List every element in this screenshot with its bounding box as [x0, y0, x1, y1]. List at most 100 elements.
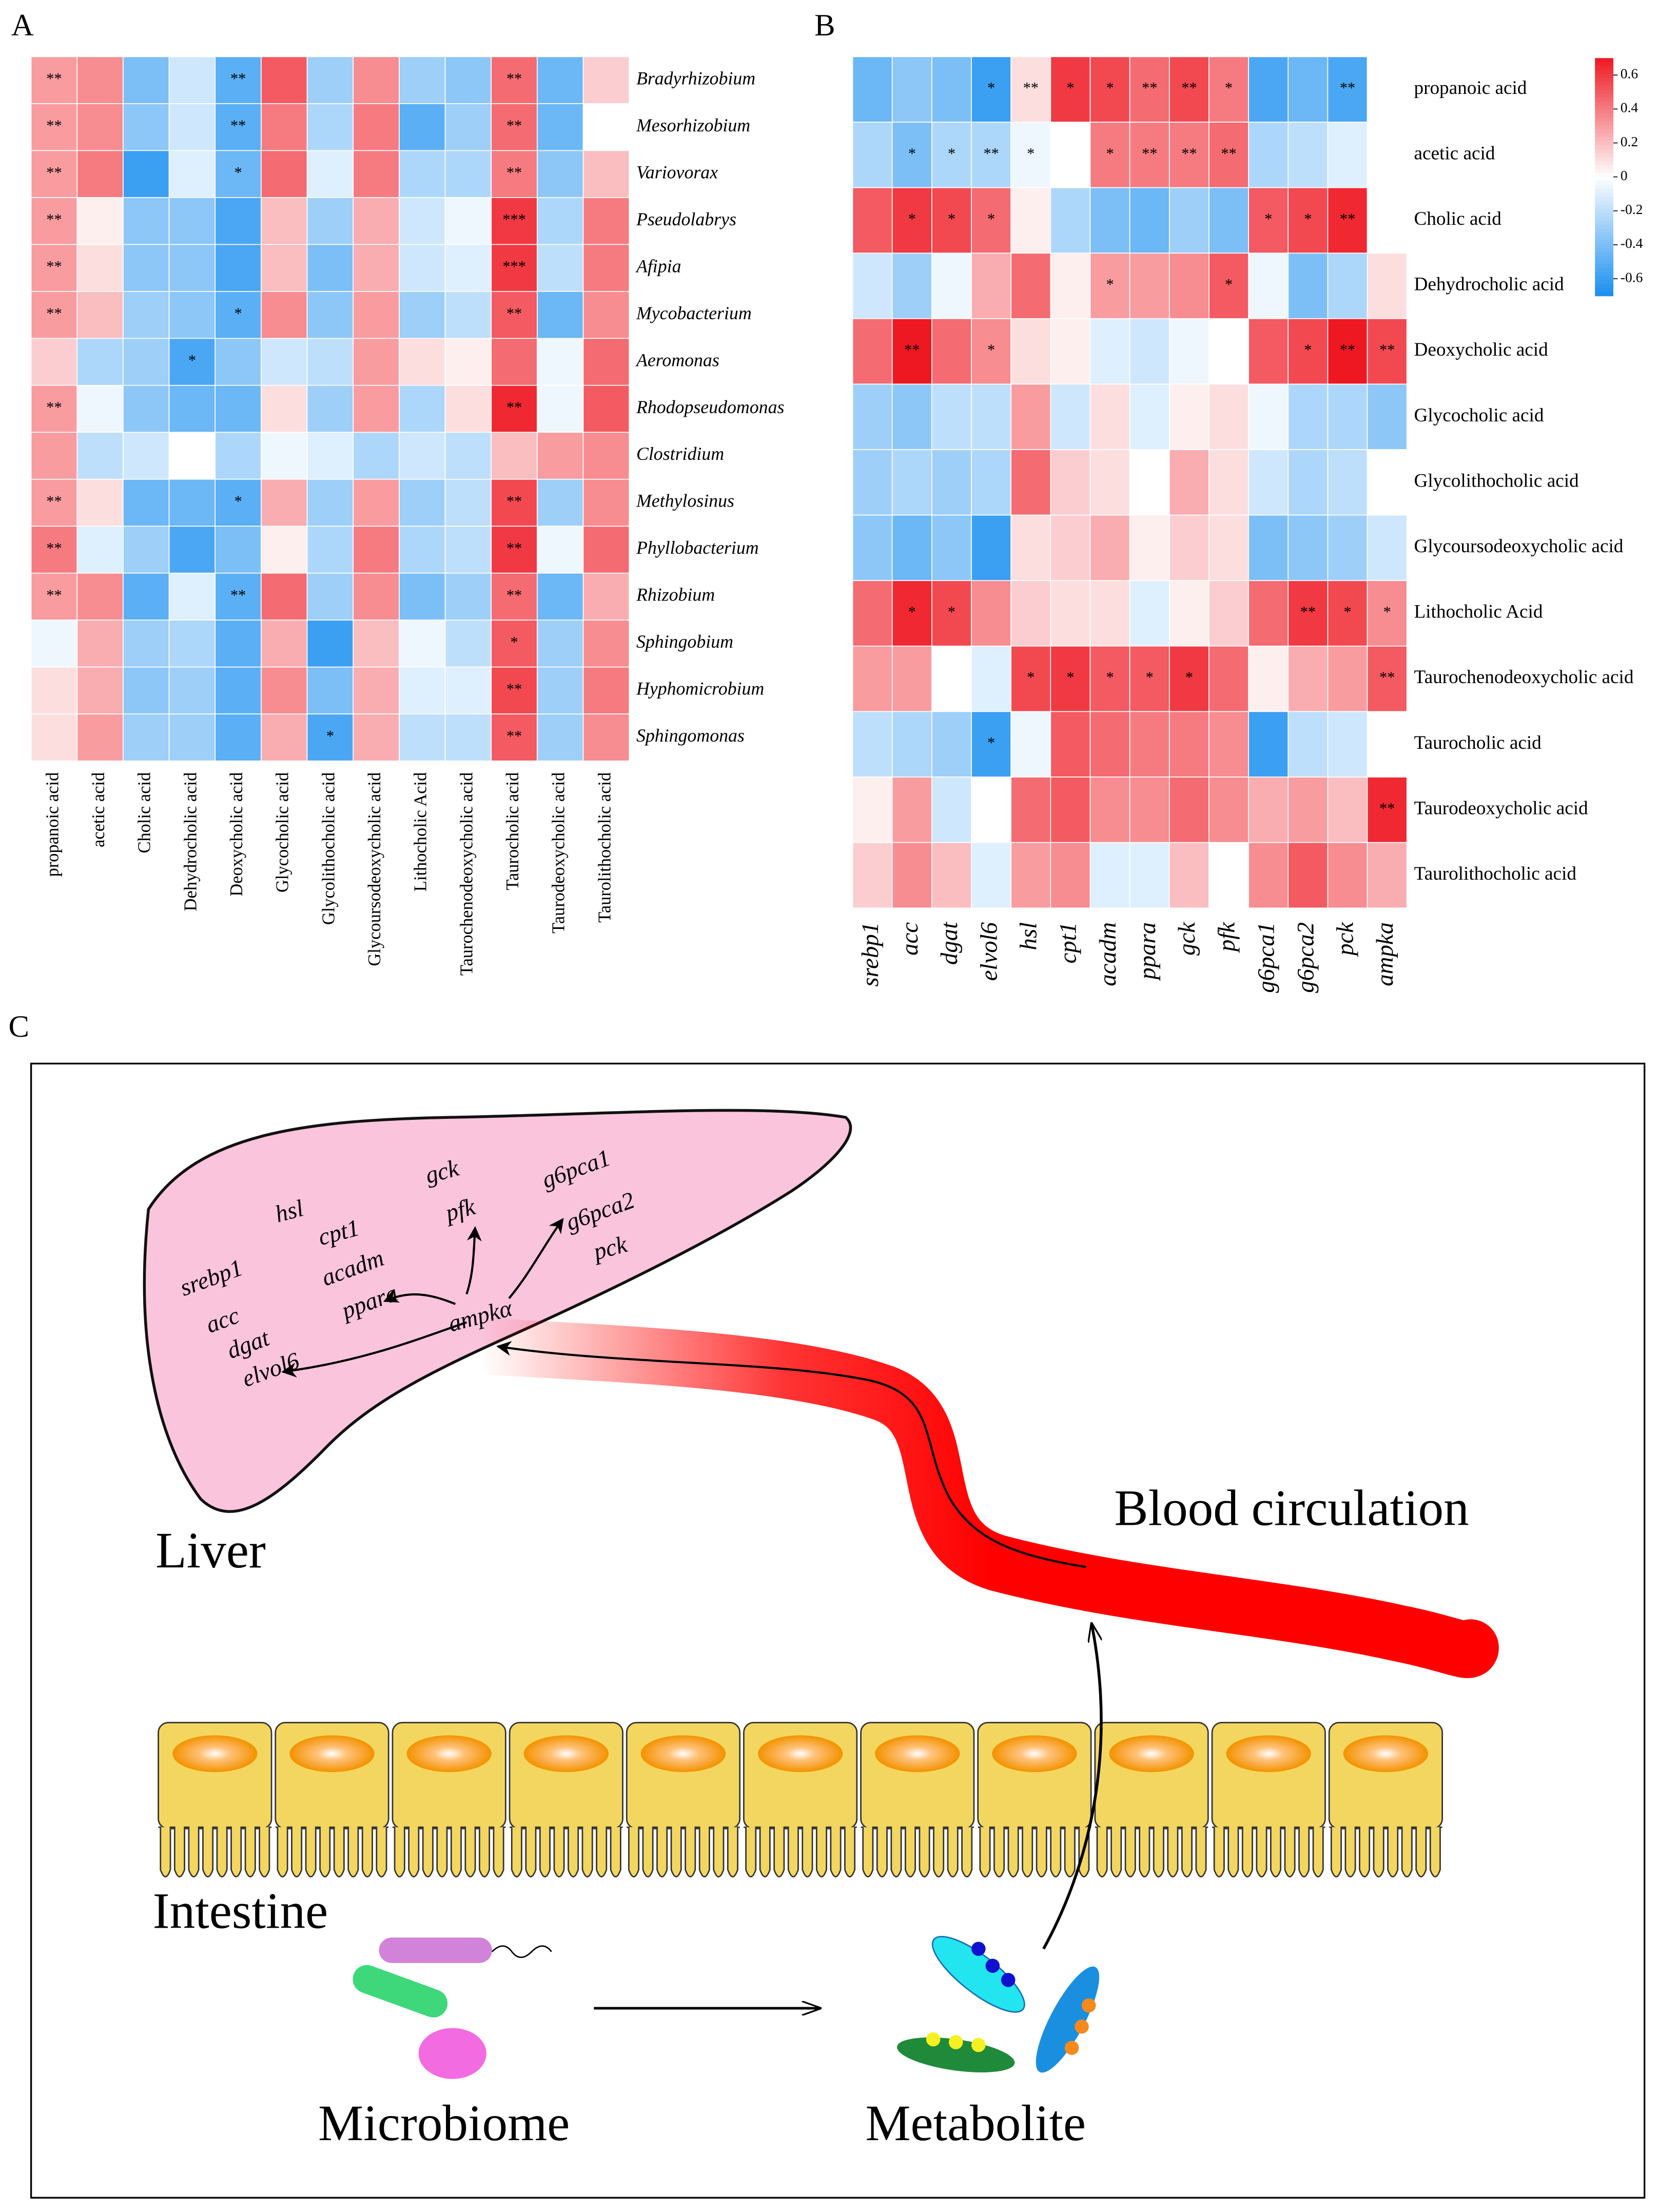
- significance-label: *: [510, 633, 518, 651]
- significance-label: *: [1106, 669, 1114, 686]
- heatmap-cell: [852, 318, 893, 385]
- heatmap-cell: [931, 514, 972, 581]
- heatmap-cell: [1208, 711, 1249, 778]
- heatmap-cell: [537, 291, 584, 339]
- heatmap-cell: [1050, 122, 1091, 188]
- colorbar-segment: [1595, 149, 1614, 154]
- heatmap-cell: [1248, 646, 1289, 712]
- heatmap-cell: [1129, 514, 1170, 581]
- heatmap-cell: [491, 432, 538, 480]
- significance-label: **: [1379, 341, 1395, 359]
- heatmap-cell: [261, 666, 308, 715]
- colorbar-segment: [1595, 169, 1614, 174]
- heatmap-cell: [1129, 580, 1170, 647]
- heatmap-cell: [1050, 842, 1091, 909]
- significance-label: *: [1106, 276, 1114, 293]
- colorbar-segment: [1595, 181, 1614, 186]
- column-label: Glycoursodeoxycholic acid: [365, 772, 384, 966]
- heatmap-cell: [76, 572, 124, 621]
- heatmap-cell: [891, 777, 932, 843]
- heatmap-cell: [1288, 187, 1329, 254]
- significance-label: **: [983, 145, 999, 162]
- heatmap-cell: [1050, 580, 1091, 647]
- significance-label: *: [235, 305, 242, 322]
- heatmap-cell: [931, 122, 972, 188]
- heatmap-cell: [582, 619, 630, 668]
- heatmap-cell: [444, 478, 492, 527]
- heatmap-cell: [215, 56, 262, 104]
- significance-label: **: [1340, 79, 1355, 96]
- heatmap-cell: [537, 150, 584, 198]
- heatmap-cell: [891, 253, 932, 319]
- metabolite-shape: [931, 1935, 1025, 2013]
- heatmap-cell: [1089, 187, 1130, 254]
- heatmap-cell: [444, 150, 492, 198]
- heatmap-cell: [215, 103, 262, 151]
- heatmap-cell: [931, 842, 972, 909]
- heatmap-cell: [1208, 777, 1249, 843]
- heatmap-cell: [168, 244, 216, 292]
- significance-label: **: [1379, 669, 1395, 686]
- row-label: Phyllobacterium: [636, 537, 759, 558]
- column-label: Cholic acid: [135, 772, 154, 853]
- arrow: [508, 1218, 564, 1299]
- significance-label: **: [230, 117, 246, 134]
- heatmap-cell: [1327, 646, 1368, 712]
- colorbar-segment: [1595, 145, 1614, 150]
- heatmap-cell: [1089, 646, 1130, 712]
- heatmap-cell: [582, 432, 630, 480]
- heatmap-cell: [852, 777, 893, 843]
- heatmap-cell: [168, 526, 216, 574]
- row-label: acetic acid: [1414, 143, 1495, 164]
- heatmap-cell: [1248, 56, 1289, 123]
- arrow: [1042, 1624, 1103, 1950]
- row-label: Taurocholic acid: [1414, 732, 1542, 753]
- heatmap-cell: [1288, 777, 1329, 843]
- colorbar-segment: [1595, 77, 1614, 83]
- heatmap-cell: [353, 666, 400, 715]
- heatmap-cell: [1010, 711, 1051, 778]
- colorbar-segment: [1595, 129, 1614, 134]
- colorbar-segment: [1595, 204, 1614, 209]
- heatmap-cell: [1288, 646, 1329, 712]
- heatmap-cell: [1248, 580, 1289, 647]
- heatmap-cell: [399, 244, 446, 292]
- heatmap-cell: [971, 842, 1011, 909]
- heatmap-cell: [931, 777, 972, 843]
- column-label: ppara: [1134, 922, 1161, 981]
- heatmap-cell: [931, 449, 972, 516]
- heatmap-cell: [123, 291, 170, 339]
- colorbar-segment: [1595, 93, 1614, 99]
- colorbar-segment: [1595, 188, 1614, 193]
- heatmap-cell: [261, 478, 308, 527]
- heatmap-cell: [1089, 56, 1130, 123]
- heatmap-cell: [537, 432, 584, 480]
- heatmap-cell: [215, 338, 262, 386]
- heatmap-cell: [931, 318, 972, 385]
- colorbar-segment: [1595, 197, 1614, 202]
- heatmap-cell: [1089, 842, 1130, 909]
- cell-nucleus: [1109, 1735, 1194, 1772]
- significance-label: *: [1264, 210, 1272, 227]
- colorbar-segment: [1595, 192, 1614, 198]
- colorbar-segment: [1595, 240, 1614, 245]
- colorbar-segment: [1595, 220, 1614, 225]
- heatmap-cell: [215, 572, 262, 621]
- heatmap-cell: [76, 244, 124, 292]
- heatmap-cell: [852, 514, 893, 581]
- cell-nucleus: [406, 1735, 492, 1772]
- colorbar-tick-label: 0.6: [1621, 66, 1638, 82]
- arrow: [465, 1226, 482, 1295]
- heatmap-cell: [931, 646, 972, 712]
- heatmap-cell: [1288, 514, 1329, 581]
- heatmap-cell: [306, 197, 354, 245]
- significance-label: *: [987, 734, 995, 751]
- significance-label: **: [46, 305, 62, 322]
- colorbar-segment: [1595, 236, 1614, 241]
- heatmap-cell: [261, 619, 308, 668]
- heatmap-cell: [491, 150, 538, 198]
- colorbar-segment: [1595, 74, 1614, 79]
- heatmap-cell: [30, 291, 78, 339]
- heatmap-cell: [1089, 383, 1130, 450]
- heatmap-cell: [891, 56, 932, 123]
